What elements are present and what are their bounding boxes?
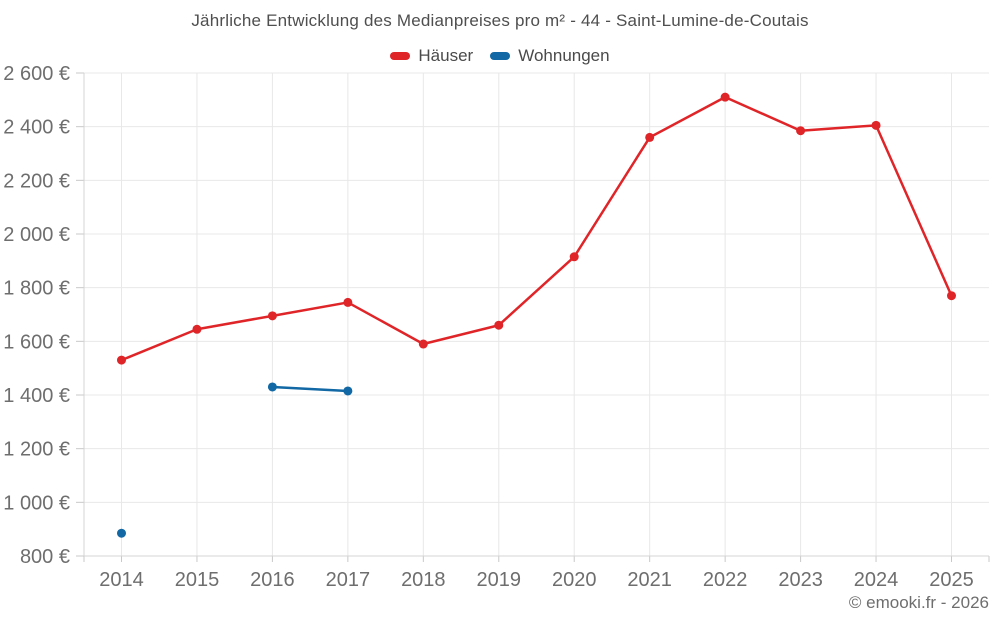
x-axis-label: 2016 (250, 569, 295, 591)
legend-item-wohnungen[interactable]: Wohnungen (490, 46, 610, 66)
x-axis-label: 2024 (854, 569, 899, 591)
data-point-h-user-2022[interactable] (720, 92, 730, 102)
y-axis-label: 1 600 € (3, 331, 70, 353)
x-axis-label: 2017 (326, 569, 371, 591)
data-point-wohnungen-2016[interactable] (267, 382, 277, 392)
data-point-h-user-2025[interactable] (947, 291, 956, 301)
x-axis-label: 2025 (929, 569, 974, 591)
data-point-h-user-2023[interactable] (796, 126, 806, 136)
legend-label-haeuser: Häuser (418, 46, 474, 65)
data-point-h-user-2020[interactable] (569, 252, 579, 262)
series-line-wohnungen (271, 385, 350, 393)
data-point-wohnungen-2017[interactable] (343, 386, 353, 396)
data-point-wohnungen-2014[interactable] (117, 528, 126, 538)
x-axis-label: 2015 (175, 569, 220, 591)
legend-label-wohnungen: Wohnungen (518, 46, 610, 65)
x-axis-label: 2014 (99, 569, 144, 591)
y-axis-label: 1 400 € (3, 385, 70, 407)
legend-item-haeuser[interactable]: Häuser (390, 46, 473, 66)
y-axis-label: 2 400 € (3, 117, 70, 139)
footer-credit: © emooki.fr - 2026 (848, 593, 989, 612)
y-axis-label: 800 € (20, 546, 70, 568)
y-axis-label: 2 200 € (3, 170, 70, 192)
wohnungen-series-marker-icon (490, 52, 511, 60)
y-axis-label: 1 800 € (3, 278, 70, 300)
data-point-h-user-2016[interactable] (267, 311, 277, 321)
data-point-h-user-2017[interactable] (343, 297, 353, 307)
data-point-h-user-2014[interactable] (117, 355, 126, 365)
y-axis-label: 2 000 € (3, 224, 70, 246)
haeuser-series-marker-icon (390, 52, 411, 60)
series-line-h-user (120, 95, 953, 362)
x-axis-label: 2020 (552, 569, 597, 591)
legend: Häuser Wohnungen (0, 46, 1000, 66)
data-point-h-user-2024[interactable] (871, 120, 881, 130)
y-axis-label: 1 000 € (3, 492, 70, 514)
x-axis-label: 2019 (477, 569, 522, 591)
data-point-h-user-2019[interactable] (494, 320, 504, 330)
y-axis-label: 2 600 € (3, 63, 70, 85)
y-axis-label: 1 200 € (3, 439, 70, 461)
data-point-h-user-2021[interactable] (645, 132, 655, 142)
chart-title: Jährliche Entwicklung des Medianpreises … (191, 11, 809, 30)
x-axis-label: 2023 (778, 569, 823, 591)
x-axis-label: 2022 (703, 569, 748, 591)
x-axis-label: 2018 (401, 569, 446, 591)
data-point-h-user-2015[interactable] (192, 324, 202, 334)
x-axis-label: 2021 (627, 569, 672, 591)
line-chart-canvas: 800 € 1 000 € 1 200 € 1 400 € 1 600 € 1 800 €… (3, 63, 990, 591)
data-point-h-user-2018[interactable] (418, 339, 428, 349)
